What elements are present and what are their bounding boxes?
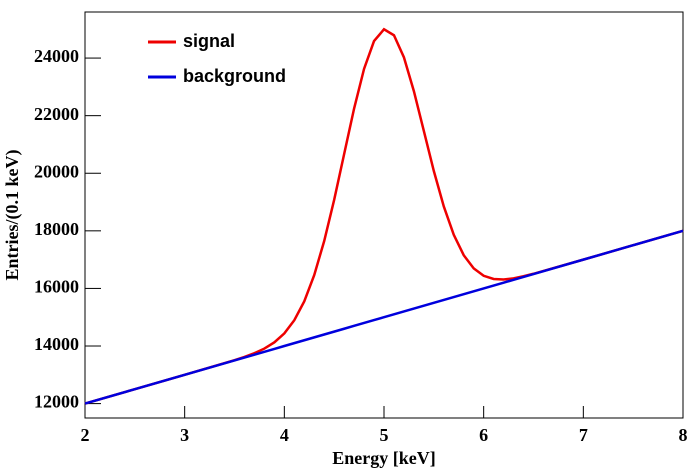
y-tick-label: 18000 (34, 219, 79, 239)
y-tick-label: 12000 (34, 392, 79, 412)
legend-label: signal (183, 31, 235, 51)
x-tick-label: 8 (679, 425, 688, 445)
x-tick-label: 6 (479, 425, 488, 445)
y-axis-title: Entries/(0.1 keV) (2, 150, 23, 281)
plot-frame (84, 11, 684, 419)
x-tick-label: 5 (380, 425, 389, 445)
legend-label: background (183, 66, 286, 86)
series-line (84, 27, 684, 405)
y-tick-label: 22000 (34, 104, 79, 124)
x-tick-label: 4 (280, 425, 289, 445)
y-tick-label: 16000 (34, 277, 79, 297)
y-tick-label: 20000 (34, 161, 79, 181)
series-line (84, 229, 684, 405)
y-tick-label: 14000 (34, 334, 79, 354)
x-tick-label: 2 (81, 425, 90, 445)
y-tick-label: 24000 (34, 46, 79, 66)
x-tick-label: 3 (180, 425, 189, 445)
x-axis-title: Energy [keV] (332, 448, 435, 468)
x-tick-label: 7 (579, 425, 588, 445)
